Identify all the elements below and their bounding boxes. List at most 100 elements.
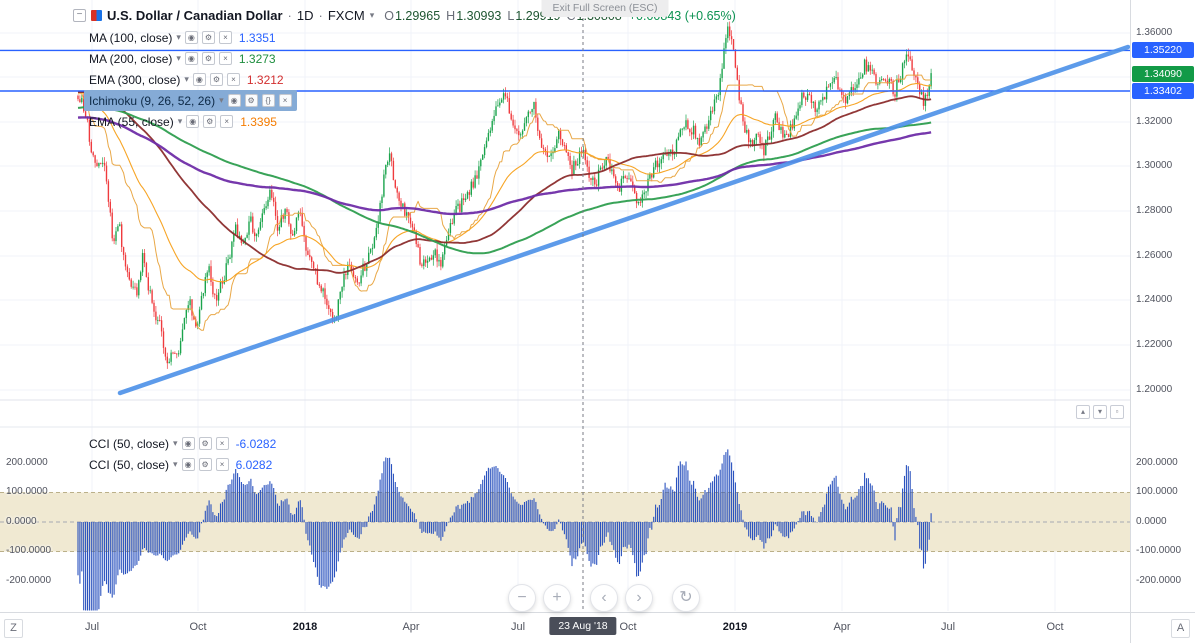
settings-icon[interactable]: ⚙ — [201, 31, 215, 44]
eye-icon[interactable]: ◉ — [192, 73, 206, 86]
pane-control-buttons: ▴ ▾ ▫ — [1076, 405, 1124, 419]
time-axis-label: Oct — [189, 621, 207, 633]
price-axis-label: -200.0000 — [1136, 575, 1182, 586]
chevron-down-icon[interactable]: ▾ — [176, 53, 181, 63]
ohlc-o: O 1.29965 — [384, 9, 440, 23]
time-axis[interactable]: Z A Jul Oct 2018 Apr Jul Oct 2019 Apr Jul Oct 23 A… — [0, 612, 1195, 643]
indicator-legend-row[interactable]: MA (100, close) ▾ ◉ ⚙ × 1.3351 — [84, 27, 281, 48]
cci-indicator-legend: CCI (50, close) ▾ ◉ ⚙ × -6.0282 CCI (50, close… — [84, 433, 281, 475]
indicator-label: CCI (50, close) — [89, 436, 170, 451]
close-icon[interactable]: × — [218, 52, 232, 65]
time-axis-label: Jul — [84, 621, 100, 633]
ohlc-value: 1.30993 — [456, 8, 502, 23]
indicator-value: -6.0282 — [235, 436, 277, 451]
price-level-badge: 1.34090 — [1132, 66, 1194, 82]
price-axis-label: 0.0000 — [1136, 516, 1167, 527]
symbol-exchange[interactable]: FXCM — [327, 8, 365, 23]
price-axis-label: 1.30000 — [1136, 160, 1173, 171]
close-icon[interactable]: × — [215, 437, 229, 450]
chevron-down-icon[interactable]: ▾ — [173, 459, 178, 469]
symbol-interval[interactable]: 1D — [296, 8, 314, 23]
price-axis-label: 1.32000 — [1136, 116, 1173, 127]
indicator-legend-row[interactable]: EMA (300, close) ▾ ◉ ⚙ × 1.3212 — [84, 69, 289, 90]
settings-icon[interactable]: ⚙ — [201, 52, 215, 65]
source-icon[interactable]: {} — [261, 94, 275, 107]
chevron-down-icon[interactable]: ▾ — [177, 116, 183, 126]
chevron-down-icon[interactable]: ▾ — [219, 95, 224, 105]
cci-legend-row[interactable]: CCI (50, close) ▾ ◉ ⚙ × -6.0282 — [84, 433, 281, 454]
price-axis-label: 100.0000 — [1136, 486, 1178, 497]
cci-scale-label: -200.0000 — [6, 575, 52, 586]
price-axis-label: 1.24000 — [1136, 294, 1173, 305]
time-axis-label: Apr — [833, 621, 851, 633]
zoom-in-button[interactable]: + — [543, 584, 571, 612]
indicator-label: EMA (300, close) — [89, 72, 181, 87]
price-axis-label: 1.22000 — [1136, 339, 1173, 350]
eye-icon[interactable]: ◉ — [186, 115, 200, 128]
time-axis-label: Jul — [510, 621, 526, 633]
eye-icon[interactable]: ◉ — [181, 458, 195, 471]
timezone-button[interactable]: Z — [4, 619, 23, 638]
axis-corner-separator — [1130, 613, 1131, 643]
exit-fullscreen-tooltip: Exit Full Screen (ESC) — [541, 0, 669, 17]
eye-icon[interactable]: ◉ — [227, 94, 241, 107]
cci-scale-label: 0.0000 — [6, 516, 37, 527]
chevron-down-icon[interactable]: ▾ — [184, 74, 189, 84]
pane-maximize-button[interactable]: ▫ — [1110, 405, 1124, 419]
chevron-down-icon[interactable]: ▾ — [176, 32, 181, 42]
eye-icon[interactable]: ◉ — [181, 437, 195, 450]
ohlc-letter: L — [507, 8, 515, 23]
indicator-legend: MA (100, close) ▾ ◉ ⚙ × 1.3351 MA (200, close)… — [84, 27, 297, 132]
price-axis-label: 200.0000 — [1136, 457, 1178, 468]
indicator-legend-row[interactable]: EMA (55, close) ▾ ◉ ⚙ × 1.3395 — [84, 111, 282, 132]
eye-icon[interactable]: ◉ — [184, 31, 198, 44]
indicator-value: 1.3351 — [238, 30, 276, 45]
scroll-right-button[interactable]: › — [625, 584, 653, 612]
indicator-label: Ichimoku (9, 26, 52, 26) — [89, 93, 216, 108]
auto-scale-button[interactable]: A — [1171, 619, 1190, 638]
close-icon[interactable]: × — [220, 115, 234, 128]
ohlc-letter: O — [384, 8, 394, 23]
indicator-legend-row[interactable]: MA (200, close) ▾ ◉ ⚙ × 1.3273 — [84, 48, 281, 69]
price-axis[interactable]: 1.360001.340001.320001.300001.280001.260… — [1130, 0, 1195, 612]
indicator-legend-row[interactable]: Ichimoku (9, 26, 52, 26) ▾ ◉ ⚙{} × — [84, 90, 297, 111]
time-axis-label: Oct — [1046, 621, 1064, 633]
price-axis-label: 1.36000 — [1136, 27, 1173, 38]
crosshair-date-badge: 23 Aug '18 — [549, 617, 617, 635]
indicator-label: EMA (55, close) — [89, 114, 174, 129]
symbol-title[interactable]: U.S. Dollar / Canadian Dollar — [107, 8, 283, 23]
close-icon[interactable]: × — [215, 458, 229, 471]
legend-collapse-button[interactable]: − — [73, 9, 86, 22]
cci-legend-row[interactable]: CCI (50, close) ▾ ◉ ⚙ × 6.0282 — [84, 454, 277, 475]
ohlc-value: 1.29965 — [394, 8, 441, 23]
settings-icon[interactable]: ⚙ — [198, 458, 212, 471]
settings-icon[interactable]: ⚙ — [244, 94, 258, 107]
pane-up-button[interactable]: ▴ — [1076, 405, 1090, 419]
close-icon[interactable]: × — [218, 31, 232, 44]
close-icon[interactable]: × — [278, 94, 292, 107]
scroll-left-button[interactable]: ‹ — [590, 584, 618, 612]
settings-icon[interactable]: ⚙ — [203, 115, 217, 128]
separator-dot: · — [287, 8, 292, 23]
close-icon[interactable]: × — [226, 73, 240, 86]
symbol-flag-icon — [91, 10, 102, 21]
time-axis-label: 2019 — [722, 621, 748, 633]
chart-canvas[interactable] — [0, 0, 1130, 612]
indicator-value: 1.3273 — [238, 51, 276, 66]
time-axis-label: Apr — [402, 621, 420, 633]
indicator-value: 1.3395 — [240, 114, 277, 129]
eye-icon[interactable]: ◉ — [184, 52, 198, 65]
chevron-down-icon[interactable]: ▾ — [369, 10, 375, 20]
zoom-out-button[interactable]: − — [508, 584, 536, 612]
pane-down-button[interactable]: ▾ — [1093, 405, 1107, 419]
settings-icon[interactable]: ⚙ — [198, 437, 212, 450]
ohlc-letter: H — [446, 8, 456, 23]
settings-icon[interactable]: ⚙ — [209, 73, 223, 86]
cci-scale-label: 200.0000 — [6, 457, 48, 468]
price-axis-label: 1.28000 — [1136, 205, 1173, 216]
chevron-down-icon[interactable]: ▾ — [173, 438, 178, 448]
indicator-value: 1.3212 — [246, 72, 284, 87]
ohlc-h: H 1.30993 — [446, 9, 501, 23]
reset-chart-button[interactable]: ↻ — [672, 584, 700, 612]
price-axis-label: 1.26000 — [1136, 250, 1173, 261]
